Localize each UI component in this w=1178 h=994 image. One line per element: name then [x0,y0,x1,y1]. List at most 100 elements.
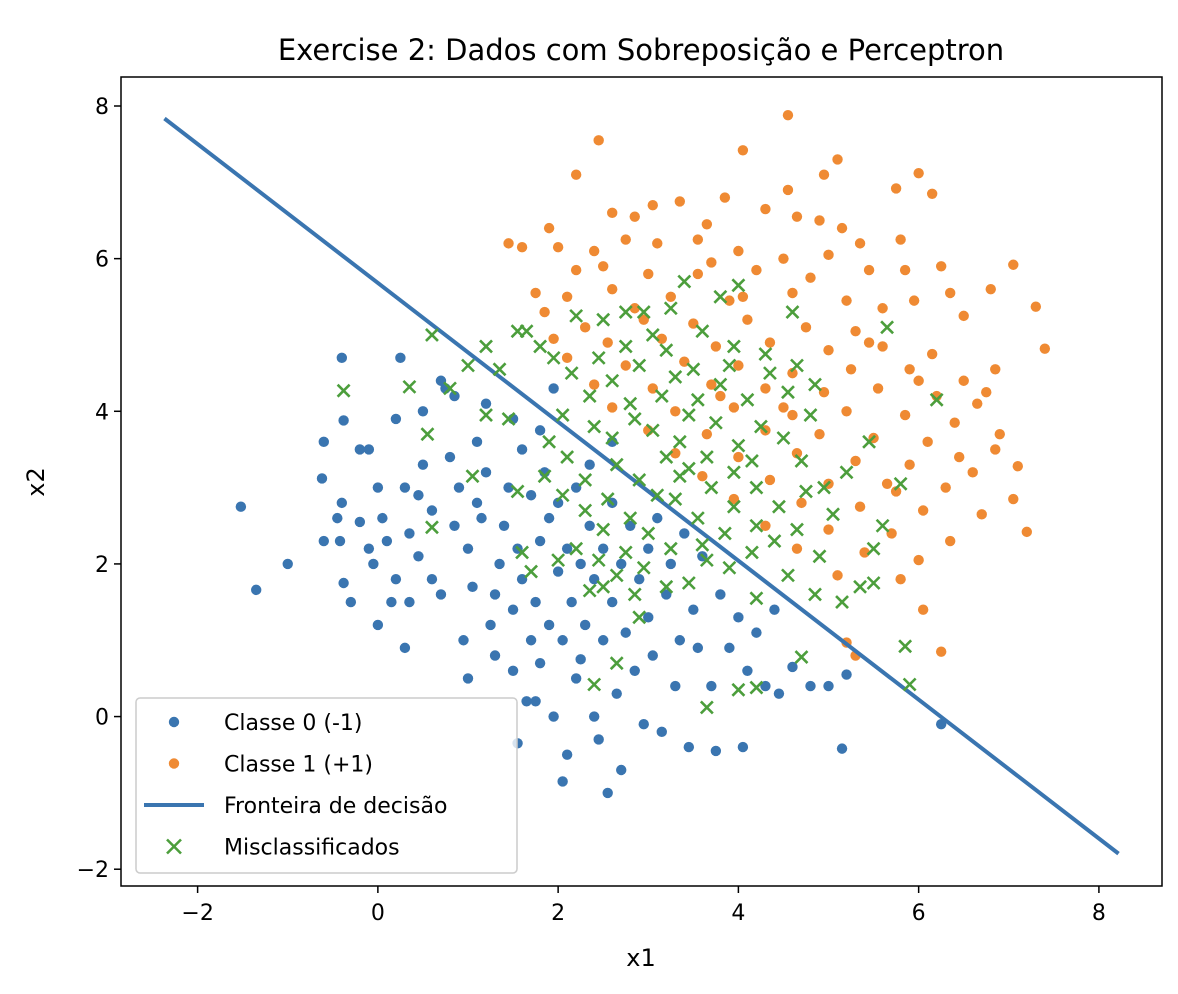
class1-point [823,345,834,356]
class1-point [895,234,906,245]
class1-point [570,264,582,276]
y-tick-label: 2 [95,553,109,578]
class1-point [697,470,708,482]
misclassified-marker [605,431,620,445]
misclassified-marker [902,677,917,692]
class1-point [800,322,812,333]
class0-point [363,444,375,455]
class1-point [620,234,631,245]
misclassified-marker [425,520,439,535]
misclassified-marker [582,583,597,598]
class1-point [715,390,726,402]
class0-point [381,535,393,547]
class0-point [823,680,834,692]
class1-point [832,570,843,581]
class0-point [449,390,460,402]
class0-point [426,573,438,585]
class0-point [354,444,366,455]
class0-point [282,558,293,570]
misclassified-marker [781,568,795,583]
class1-point [607,402,618,413]
class1-point [597,261,609,272]
class1-point [841,295,852,306]
class1-point [908,295,920,306]
misclassified-marker [465,469,480,484]
class1-point [751,264,762,276]
misclassified-marker [686,362,701,377]
class0-point [548,383,559,394]
class0-point [480,398,492,409]
class1-point [967,467,978,478]
misclassified-marker [555,408,570,423]
class1-point [863,337,875,348]
class0-point [638,719,649,730]
class1-point [859,547,870,558]
class1-point [958,375,969,386]
class1-point [935,646,947,657]
misclassified-marker [781,385,795,400]
class0-point [643,543,654,554]
class1-point [926,348,938,360]
misclassified-marker [681,576,696,590]
legend-label: Fronteira de decisão [224,794,447,819]
class1-point [778,402,789,413]
misclassified-marker [749,480,764,495]
class0-point [525,490,537,501]
class1-point [814,215,825,226]
misclassified-marker [717,526,732,541]
misclassified-marker [758,347,773,361]
class0-point [444,451,456,463]
class1-point [954,451,965,463]
class0-point [751,627,762,638]
misclassified-marker [596,579,611,594]
misclassified-marker [443,381,457,396]
class0-point [593,734,604,745]
misclassified-marker [695,537,710,552]
class1-point [922,436,933,448]
class1-point [778,253,789,264]
class0-point [557,776,568,787]
misclassified-marker [533,339,548,354]
y-tick-label: 6 [95,248,109,273]
misclassified-marker [591,350,606,365]
misclassified-marker [461,358,475,373]
legend-dot-marker [168,758,180,769]
misclassified-marker [744,545,759,560]
class1-point [570,169,582,180]
misclassified-marker [690,511,705,526]
misclassified-marker [898,639,913,654]
misclassified-marker [650,488,665,503]
misclassified-marker [569,308,584,323]
class1-point [976,509,987,520]
class1-point [607,207,618,219]
class1-point [706,257,717,268]
class0-point [724,642,735,654]
class0-point [579,619,591,631]
class1-point [823,524,834,535]
class1-point [814,428,825,440]
class0-point [530,696,541,707]
legend: Classe 0 (-1) Classe 1 (+1) Fronteira de d… [135,697,518,874]
x-tick-label: 6 [912,901,926,926]
class1-point [890,183,902,194]
legend-label: Classe 1 (+1) [224,753,373,778]
class0-point [760,680,771,692]
class0-point [611,688,622,699]
misclassified-marker [479,339,493,354]
class1-point [670,406,681,417]
class0-point [336,352,348,364]
misclassified-marker [425,328,439,342]
misclassified-marker [681,408,696,423]
misclassified-marker [555,488,570,503]
class0-point [471,436,483,448]
class0-point [616,764,627,776]
class0-point [516,444,528,455]
misclassified-marker [623,511,638,526]
class1-point [552,241,564,253]
legend-box [135,697,518,874]
misclassified-marker [866,541,881,556]
class1-point [665,291,676,303]
misclassified-marker [790,522,804,537]
misclassified-marker [866,576,881,590]
class0-point [557,635,568,646]
